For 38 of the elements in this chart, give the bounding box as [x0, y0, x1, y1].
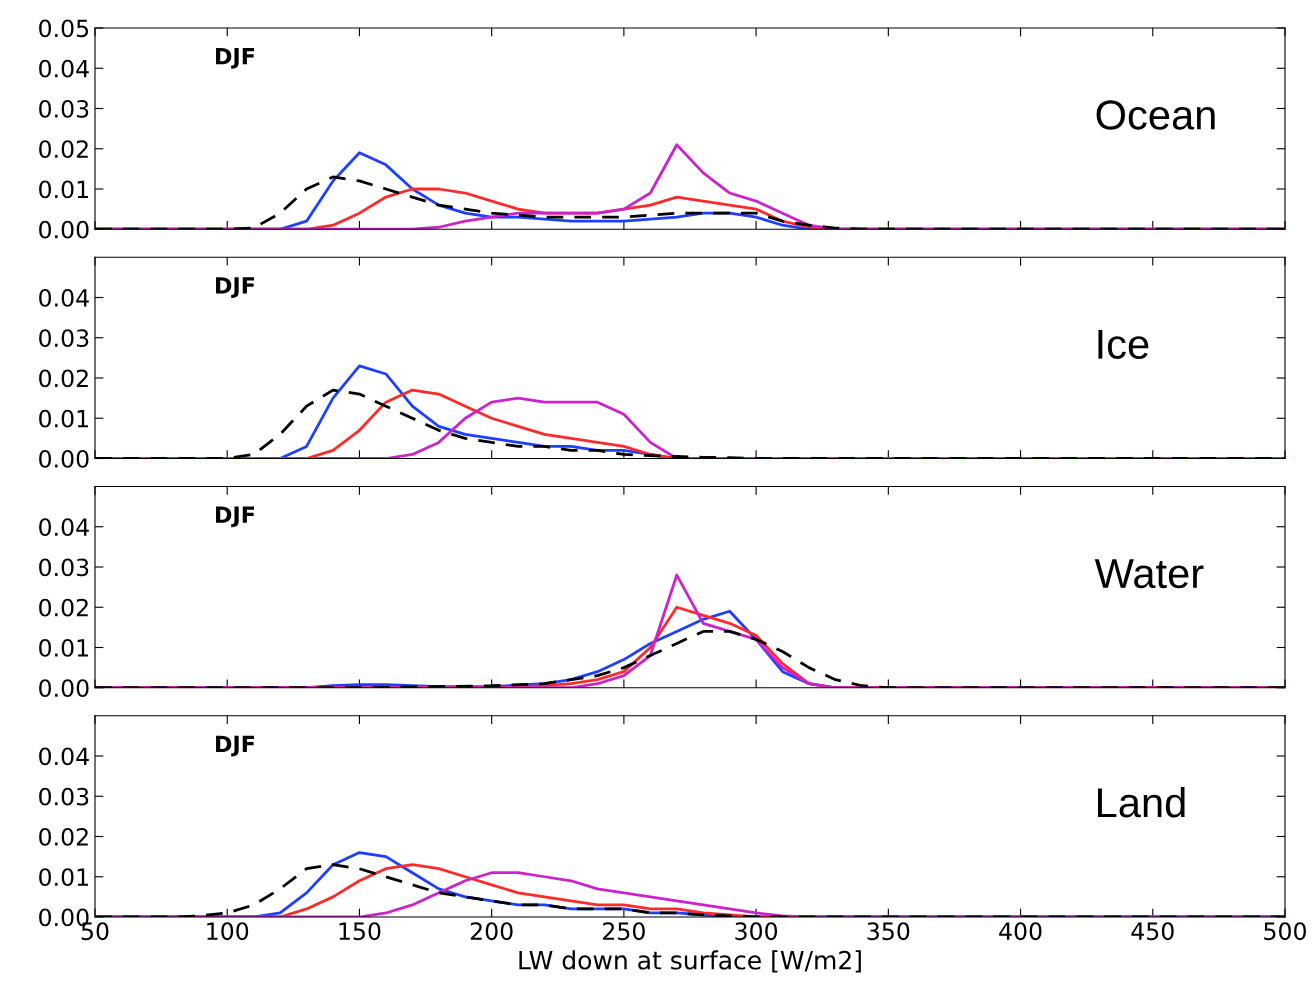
x-tick-label: 150	[339, 922, 381, 941]
y-tick-label: 0.04	[39, 288, 89, 307]
y-tick-label: 0.03	[39, 558, 89, 577]
x-tick-label: 250	[603, 922, 645, 941]
y-tick-label: 0.02	[39, 369, 88, 388]
y-tick-label: 0.02	[39, 598, 88, 617]
y-tick-label: 0.04	[39, 518, 89, 537]
x-tick-label: 500	[1264, 922, 1306, 941]
y-tick-label: 0.04	[39, 747, 89, 766]
annotation: Land	[1098, 786, 1185, 818]
y-tick-label: 0.04	[39, 59, 89, 78]
y-tick-label: 0.03	[39, 99, 89, 118]
y-tick-label: 0.01	[39, 638, 88, 657]
y-tick-label: 0.03	[39, 329, 89, 348]
x-tick-label: 300	[735, 922, 778, 941]
y-tick-label: 0.00	[39, 220, 89, 239]
annotation: Ice	[1098, 329, 1149, 359]
y-tick-label: 0.01	[39, 409, 88, 428]
y-tick-label: 0.00	[39, 449, 89, 468]
x-tick-label: 450	[1131, 922, 1174, 941]
annotation: Ocean	[1096, 100, 1215, 130]
annotation: DJF	[216, 48, 255, 69]
annotation: DJF	[216, 506, 255, 528]
x-tick-label: 200	[470, 922, 513, 941]
y-tick-label: 0.02	[39, 827, 88, 846]
annotation: DJF	[216, 277, 255, 299]
x-tick-label: 100	[207, 922, 249, 941]
x-axis-title: LW down at surface [W/m2]	[519, 950, 861, 973]
annotation: Water	[1094, 559, 1204, 589]
y-tick-label: 0.05	[39, 19, 89, 38]
annotation: DJF	[216, 735, 255, 757]
y-tick-label: 0.03	[39, 787, 89, 806]
x-tick-label: 350	[867, 922, 910, 941]
y-tick-label: 0.01	[39, 180, 88, 199]
y-tick-label: 0.00	[39, 679, 89, 698]
x-tick-label: 400	[999, 922, 1042, 941]
y-tick-label: 0.01	[39, 868, 88, 887]
y-tick-label: 0.02	[39, 140, 88, 159]
